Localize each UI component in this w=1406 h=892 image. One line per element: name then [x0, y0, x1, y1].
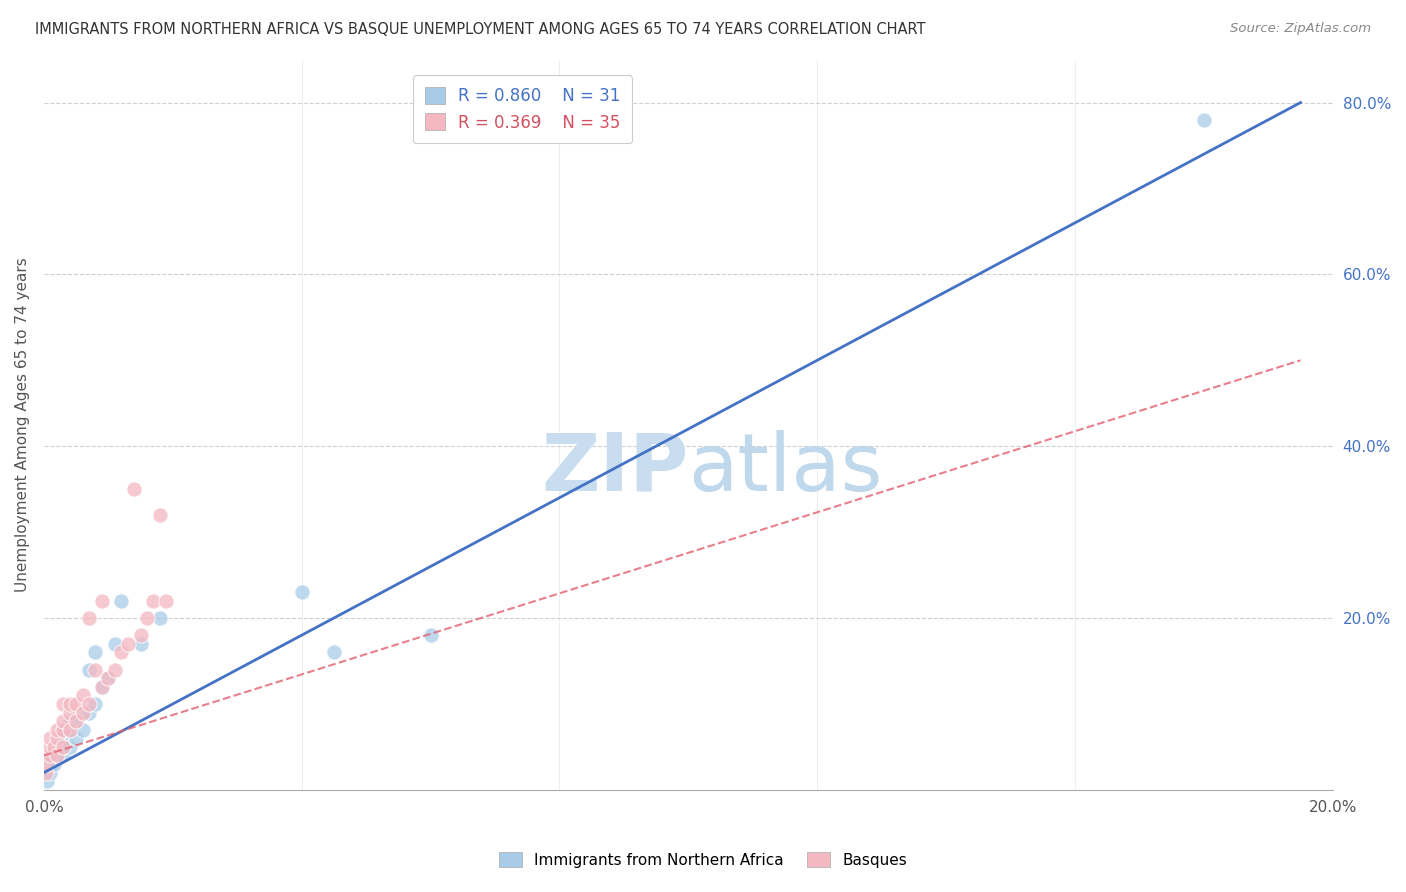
- Point: [77, 663, 100, 677]
- Point: [77, 697, 100, 711]
- Point: [117, 637, 139, 651]
- Legend: R = 0.860    N = 31, R = 0.369    N = 35: R = 0.860 N = 31, R = 0.369 N = 35: [413, 75, 633, 144]
- Point: [52, 714, 75, 728]
- Point: [419, 628, 441, 642]
- Point: [45, 739, 67, 754]
- Point: [77, 611, 100, 625]
- Point: [39, 739, 62, 754]
- Point: [37, 774, 59, 789]
- Point: [42, 757, 65, 772]
- Text: Source: ZipAtlas.com: Source: ZipAtlas.com: [1230, 22, 1371, 36]
- Point: [52, 697, 75, 711]
- Point: [104, 637, 127, 651]
- Point: [59, 739, 82, 754]
- Point: [42, 739, 65, 754]
- Point: [84, 663, 107, 677]
- Point: [149, 508, 172, 522]
- Point: [122, 482, 145, 496]
- Point: [45, 723, 67, 737]
- Point: [136, 611, 159, 625]
- Point: [52, 731, 75, 746]
- Point: [97, 671, 120, 685]
- Point: [52, 723, 75, 737]
- Point: [84, 697, 107, 711]
- Point: [45, 748, 67, 763]
- Point: [149, 611, 172, 625]
- Point: [97, 671, 120, 685]
- Point: [72, 723, 94, 737]
- Point: [59, 723, 82, 737]
- Point: [90, 594, 112, 608]
- Point: [110, 645, 132, 659]
- Point: [110, 594, 132, 608]
- Point: [65, 714, 87, 728]
- Point: [84, 645, 107, 659]
- Point: [59, 714, 82, 728]
- Point: [129, 628, 152, 642]
- Point: [59, 723, 82, 737]
- Text: ZIP: ZIP: [541, 430, 689, 508]
- Point: [37, 757, 59, 772]
- Point: [49, 739, 72, 754]
- Point: [72, 706, 94, 720]
- Point: [59, 706, 82, 720]
- Point: [59, 697, 82, 711]
- Legend: Immigrants from Northern Africa, Basques: Immigrants from Northern Africa, Basques: [492, 844, 914, 875]
- Point: [45, 731, 67, 746]
- Point: [129, 637, 152, 651]
- Point: [45, 748, 67, 763]
- Text: atlas: atlas: [689, 430, 883, 508]
- Point: [104, 663, 127, 677]
- Point: [65, 714, 87, 728]
- Point: [52, 739, 75, 754]
- Text: IMMIGRANTS FROM NORTHERN AFRICA VS BASQUE UNEMPLOYMENT AMONG AGES 65 TO 74 YEARS: IMMIGRANTS FROM NORTHERN AFRICA VS BASQU…: [35, 22, 925, 37]
- Point: [39, 748, 62, 763]
- Point: [291, 585, 314, 599]
- Point: [142, 594, 165, 608]
- Point: [39, 765, 62, 780]
- Point: [65, 731, 87, 746]
- Point: [52, 723, 75, 737]
- Point: [72, 689, 94, 703]
- Point: [155, 594, 177, 608]
- Point: [39, 731, 62, 746]
- Point: [65, 697, 87, 711]
- Point: [52, 748, 75, 763]
- Y-axis label: Unemployment Among Ages 65 to 74 years: Unemployment Among Ages 65 to 74 years: [15, 258, 30, 592]
- Point: [72, 706, 94, 720]
- Point: [1192, 112, 1215, 127]
- Point: [90, 680, 112, 694]
- Point: [77, 706, 100, 720]
- Point: [322, 645, 344, 659]
- Point: [90, 680, 112, 694]
- Point: [35, 765, 58, 780]
- Point: [39, 757, 62, 772]
